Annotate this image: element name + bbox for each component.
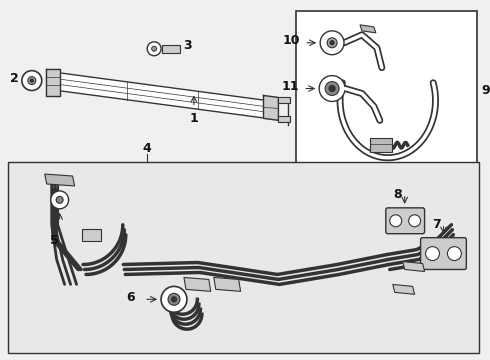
Circle shape xyxy=(56,197,63,203)
FancyBboxPatch shape xyxy=(386,208,424,234)
Bar xyxy=(370,138,392,152)
Circle shape xyxy=(147,42,161,56)
Polygon shape xyxy=(58,73,267,118)
Circle shape xyxy=(447,247,462,261)
Polygon shape xyxy=(393,284,415,294)
Polygon shape xyxy=(278,116,291,122)
Polygon shape xyxy=(403,261,424,271)
Polygon shape xyxy=(45,174,74,186)
Text: 1: 1 xyxy=(190,112,198,125)
Circle shape xyxy=(390,215,402,227)
Polygon shape xyxy=(360,25,376,33)
Text: 3: 3 xyxy=(183,39,192,52)
Circle shape xyxy=(426,247,440,261)
Circle shape xyxy=(320,31,344,55)
Circle shape xyxy=(319,76,345,102)
Text: 7: 7 xyxy=(432,218,441,231)
Circle shape xyxy=(28,77,36,85)
Circle shape xyxy=(151,46,157,51)
Circle shape xyxy=(409,215,420,227)
Bar xyxy=(81,229,101,240)
Polygon shape xyxy=(264,95,278,120)
Circle shape xyxy=(22,71,42,90)
Text: 4: 4 xyxy=(143,142,151,155)
Circle shape xyxy=(50,191,69,209)
Circle shape xyxy=(329,86,335,91)
Bar xyxy=(296,11,477,170)
Text: 10: 10 xyxy=(282,34,300,47)
Polygon shape xyxy=(184,278,211,291)
Circle shape xyxy=(327,38,337,48)
Bar xyxy=(8,162,479,353)
Polygon shape xyxy=(278,98,291,103)
Circle shape xyxy=(30,79,33,82)
Polygon shape xyxy=(214,278,241,291)
FancyBboxPatch shape xyxy=(420,238,466,270)
Polygon shape xyxy=(46,69,60,96)
Bar xyxy=(162,45,180,53)
Circle shape xyxy=(330,41,334,45)
Text: 5: 5 xyxy=(50,234,59,247)
Circle shape xyxy=(168,293,180,305)
Text: 6: 6 xyxy=(126,291,135,304)
Circle shape xyxy=(161,287,187,312)
Text: 8: 8 xyxy=(393,188,402,201)
Text: 9: 9 xyxy=(481,84,490,97)
Text: 11: 11 xyxy=(281,80,299,93)
Circle shape xyxy=(172,297,176,302)
Circle shape xyxy=(325,82,339,95)
Text: 2: 2 xyxy=(10,72,19,85)
